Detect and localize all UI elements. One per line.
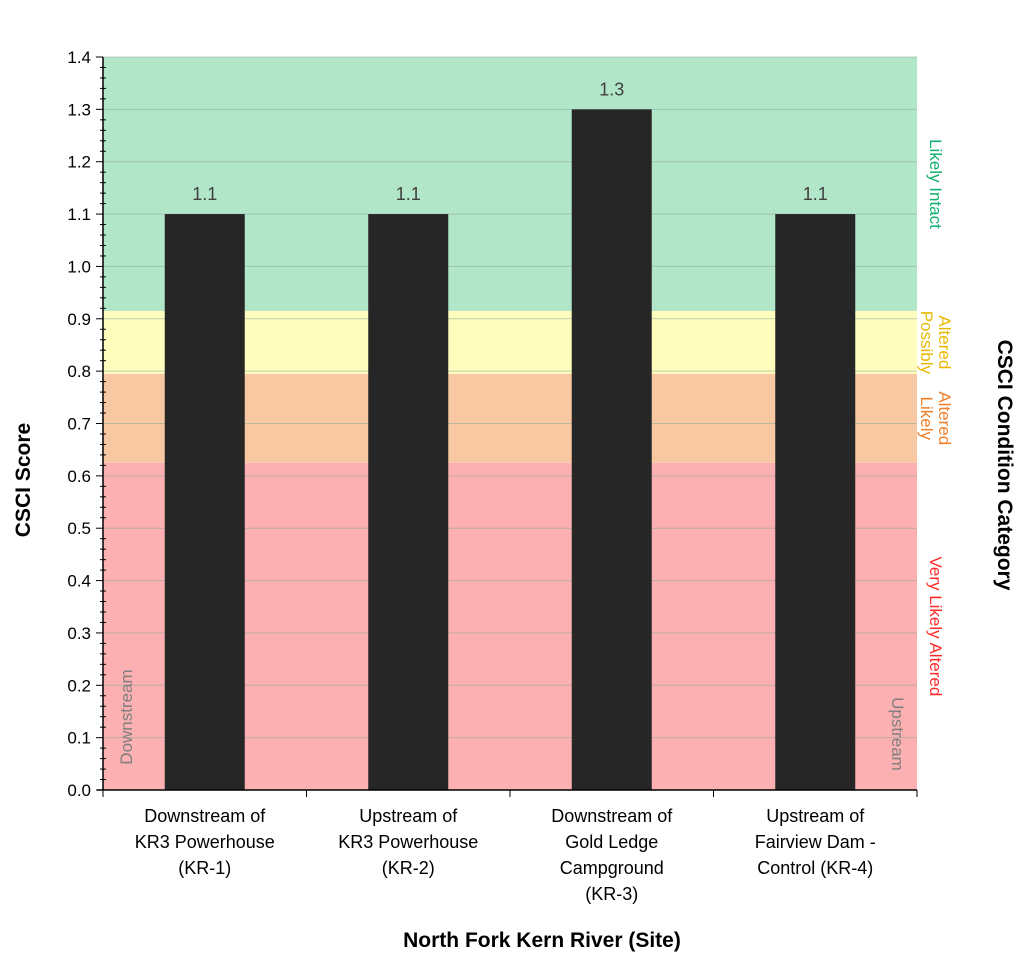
data-label-3: 1.3	[599, 79, 624, 99]
x-category-labels: Downstream of KR3 Powerhouse (KR-1) Upstrea…	[135, 806, 876, 904]
category-label-2: Upstream of KR3 Powerhouse (KR-2)	[338, 806, 478, 878]
y-tick-labels: 0.0 0.1 0.2 0.3 0.4 0.5 0.6 0.7 0.8 0.9 1.0 1.1 1.2 1…	[67, 48, 91, 800]
data-label-4: 1.1	[803, 184, 828, 204]
y-tick-label: 0.4	[67, 572, 91, 591]
y-tick-label: 0.2	[67, 676, 91, 695]
y-tick-label: 1.1	[67, 205, 91, 224]
bar-4	[775, 214, 856, 791]
y-tick-label: 0.6	[67, 467, 91, 486]
data-labels: 1.1 1.1 1.3 1.1	[192, 79, 828, 204]
bar-3	[571, 109, 652, 791]
secondary-axis-title: CSCI Condition Category	[993, 340, 1016, 591]
y-tick-label: 0.0	[67, 781, 91, 800]
axes	[96, 56, 918, 797]
category-label-1: Downstream of KR3 Powerhouse (KR-1)	[135, 806, 275, 878]
y-tick-label: 0.9	[67, 310, 91, 329]
band-label-2: PossiblyAltered	[917, 311, 954, 375]
y-tick-label: 0.1	[67, 729, 91, 748]
category-label-4: Upstream of Fairview Dam -Control (KR-4)	[755, 806, 876, 878]
band-labels: Very Likely Altered LikelyAltered Possibly…	[917, 139, 954, 696]
y-tick-label: 0.7	[67, 415, 91, 434]
y-tick-label: 1.3	[67, 100, 91, 119]
y-tick-label: 0.5	[67, 519, 91, 538]
y-tick-label: 1.0	[67, 257, 91, 276]
upstream-label: Upstream	[888, 697, 907, 771]
y-tick-label: 1.2	[67, 153, 91, 172]
data-label-2: 1.1	[396, 184, 421, 204]
y-tick-label: 1.4	[67, 48, 91, 67]
band-label-1: LikelyAltered	[917, 391, 954, 445]
y-tick-label: 0.8	[67, 362, 91, 381]
x-axis-title: North Fork Kern River (Site)	[403, 929, 681, 952]
bars	[164, 109, 856, 791]
bar-1	[164, 214, 245, 791]
y-tick-label: 0.3	[67, 624, 91, 643]
downstream-label: Downstream	[117, 669, 136, 764]
y-axis-title: CSCI Score	[12, 423, 35, 537]
band-label-0: Very Likely Altered	[926, 556, 945, 696]
band-label-3: Likely Intact	[926, 139, 945, 229]
bar-2	[368, 214, 449, 791]
category-label-3: Downstream of Gold Ledge Campground (KR-3)	[551, 806, 673, 904]
data-label-1: 1.1	[192, 184, 217, 204]
